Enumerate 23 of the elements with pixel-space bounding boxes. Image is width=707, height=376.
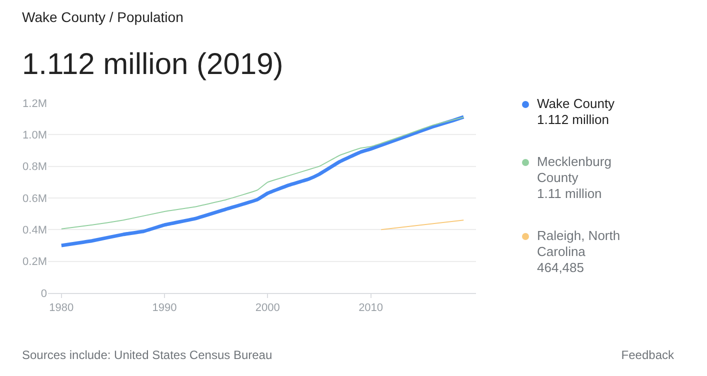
y-tick-label: 1.2M	[22, 98, 47, 110]
legend-label: Raleigh, North Carolina	[537, 228, 620, 259]
chart-title: 1.112 million (2019)	[22, 48, 284, 82]
y-tick-label: 0.6M	[22, 192, 47, 205]
x-tick-label: 2000	[255, 302, 280, 314]
x-tick-label: 2010	[358, 302, 384, 314]
line-series	[60, 115, 466, 248]
legend-label: Mecklenburg County	[537, 154, 612, 185]
chart-subtitle: Wake County / Population	[22, 9, 184, 25]
y-tick-label: 0	[40, 288, 47, 300]
line-series	[60, 116, 464, 230]
text: 1.11 million	[537, 186, 602, 201]
y-tick-label: 0.2M	[22, 256, 47, 268]
x-tick-label: 1980	[49, 302, 74, 314]
source-note: Sources include: United States Census Bureau	[22, 348, 272, 362]
text: 1.112 million	[537, 112, 610, 127]
x-tick-label: 1990	[152, 302, 177, 314]
legend-label: Wake County	[537, 96, 615, 111]
y-tick-label: 0.4M	[22, 224, 47, 237]
text: Feedback	[621, 348, 674, 362]
y-tick-label: 1.0M	[22, 130, 47, 142]
text: 464,485	[537, 260, 584, 275]
y-tick-label: 0.8M	[22, 161, 47, 174]
